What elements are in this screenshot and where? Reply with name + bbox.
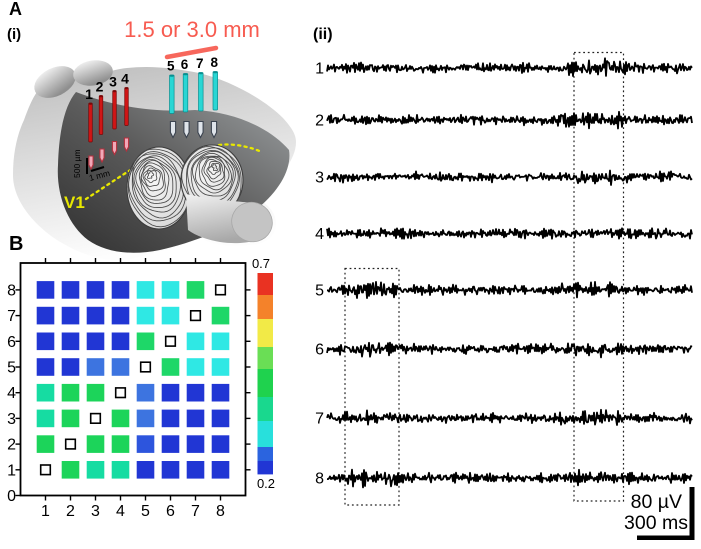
svg-text:80 µV: 80 µV [631, 491, 682, 513]
svg-text:8: 8 [7, 282, 16, 299]
svg-text:B: B [9, 233, 23, 255]
svg-text:1.5 or 3.0 mm: 1.5 or 3.0 mm [124, 17, 260, 42]
svg-text:4: 4 [116, 503, 125, 520]
svg-text:(ii): (ii) [313, 26, 333, 43]
svg-text:2: 2 [315, 113, 324, 130]
svg-text:3: 3 [109, 74, 117, 90]
svg-text:4: 4 [7, 385, 16, 402]
svg-text:4: 4 [315, 226, 324, 243]
svg-text:1: 1 [7, 462, 16, 479]
svg-text:7: 7 [191, 503, 200, 520]
svg-text:8: 8 [211, 55, 219, 70]
svg-text:(i): (i) [7, 26, 21, 43]
svg-text:6: 6 [7, 334, 16, 351]
svg-text:300 ms: 300 ms [624, 512, 688, 534]
svg-text:1: 1 [41, 503, 50, 520]
svg-text:2: 2 [7, 437, 16, 454]
svg-text:6: 6 [315, 342, 324, 359]
svg-text:2: 2 [66, 503, 75, 520]
svg-text:A: A [9, 0, 22, 19]
svg-text:7: 7 [7, 308, 16, 325]
svg-text:7: 7 [196, 56, 204, 71]
svg-text:1: 1 [315, 61, 324, 78]
svg-text:5: 5 [141, 503, 150, 520]
svg-text:6: 6 [181, 57, 189, 72]
svg-text:3: 3 [7, 411, 16, 428]
svg-text:500 µm: 500 µm [72, 149, 82, 178]
svg-text:0.7: 0.7 [252, 256, 270, 271]
svg-text:5: 5 [315, 283, 324, 300]
svg-text:2: 2 [96, 79, 104, 95]
svg-text:3: 3 [315, 170, 324, 187]
svg-text:V1: V1 [64, 193, 85, 212]
svg-text:0: 0 [7, 488, 16, 505]
svg-text:8: 8 [315, 471, 324, 488]
svg-text:7: 7 [315, 411, 324, 428]
svg-text:3: 3 [91, 503, 100, 520]
svg-text:4: 4 [121, 71, 129, 87]
svg-text:5: 5 [167, 59, 175, 74]
svg-text:6: 6 [166, 503, 175, 520]
svg-text:0.2: 0.2 [257, 476, 275, 491]
svg-text:1: 1 [85, 86, 93, 102]
svg-text:8: 8 [216, 503, 225, 520]
svg-text:5: 5 [7, 360, 16, 377]
